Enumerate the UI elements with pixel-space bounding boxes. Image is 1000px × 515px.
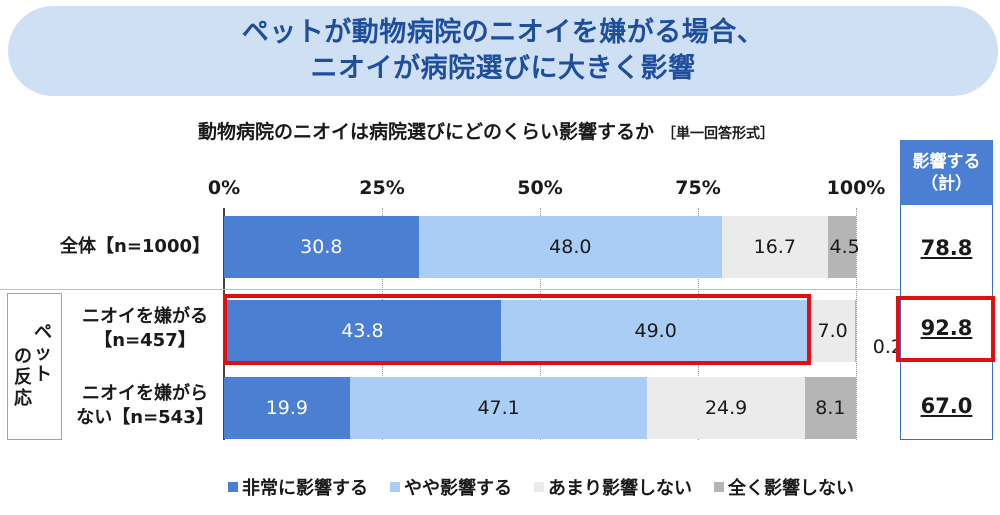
summary-header-line-2: （計）	[921, 173, 972, 194]
highlight-box-bars	[223, 294, 811, 365]
summary-value: 78.8	[920, 236, 973, 260]
bar-segment: 43.8	[224, 300, 501, 362]
gridline	[856, 208, 857, 440]
legend-swatch	[714, 482, 724, 492]
answer-format-note: ［単一回答形式］	[662, 126, 775, 142]
legend-item: やや影響する	[390, 474, 512, 500]
legend-swatch	[228, 482, 238, 492]
title-line-2: ニオイが病院選びに大きく影響	[310, 53, 696, 84]
summary-value: 67.0	[920, 394, 973, 418]
legend-item: 非常に影響する	[228, 474, 368, 500]
bar-segment: 16.7	[722, 216, 828, 278]
legend-item: あまり影響しない	[534, 474, 692, 500]
bar-segment: 8.1	[804, 377, 856, 439]
legend-label: あまり影響しない	[548, 478, 692, 499]
bar-segment: 24.9	[647, 377, 805, 439]
x-tick-label: 100%	[826, 177, 886, 199]
group-label-col-2: の反応	[14, 346, 32, 409]
chart-subtitle: 動物病院のニオイは病院選びにどのくらい影響するか ［単一回答形式］	[198, 117, 898, 144]
x-tick-label: 25%	[359, 177, 405, 199]
highlight-box-summary	[896, 296, 995, 362]
group-label-col-1: ペット	[34, 322, 52, 385]
legend-item: 全く影響しない	[714, 474, 854, 500]
legend-label: 非常に影響する	[242, 478, 368, 499]
summary-value: 92.8	[920, 316, 973, 340]
bar-segment	[827, 216, 856, 278]
legend: 非常に影響する やや影響する あまり影響しない 全く影響しない	[228, 474, 854, 500]
legend-swatch	[390, 482, 400, 492]
row-separator	[0, 289, 900, 290]
summary-header-line-1: 影響する	[912, 151, 981, 172]
legend-label: やや影響する	[404, 478, 512, 499]
bar-segment: 48.0	[418, 216, 722, 278]
bar-segment: 7.0	[810, 300, 855, 362]
bar-segment: 47.1	[349, 377, 648, 439]
bar-segment: 49.0	[500, 300, 811, 362]
x-tick-label: 0%	[207, 177, 241, 199]
category-label: ニオイを嫌がら ない【n=543】	[76, 383, 214, 428]
legend-swatch	[534, 482, 544, 492]
category-label: ニオイを嫌がる 【n=457】	[82, 306, 208, 351]
title-line-1: ペットが動物病院のニオイを嫌がる場合、	[241, 17, 765, 48]
x-tick-label: 50%	[517, 177, 563, 199]
title-banner: ペットが動物病院のニオイを嫌がる場合、 ニオイが病院選びに大きく影響	[8, 6, 998, 96]
summary-header: 影響する （計）	[900, 140, 993, 205]
bar-data-label: 4.5	[829, 236, 860, 258]
bar-data-label: 0.2	[872, 336, 903, 358]
bar-segment: 19.9	[224, 377, 350, 439]
chart-title: 動物病院のニオイは病院選びにどのくらい影響するか	[198, 121, 655, 143]
bar-segment: 30.8	[224, 216, 419, 278]
category-label: 全体【n=1000】	[60, 236, 210, 257]
group-box	[7, 293, 62, 440]
bar-segment	[854, 300, 856, 362]
legend-label: 全く影響しない	[728, 478, 854, 499]
x-tick-label: 75%	[675, 177, 721, 199]
